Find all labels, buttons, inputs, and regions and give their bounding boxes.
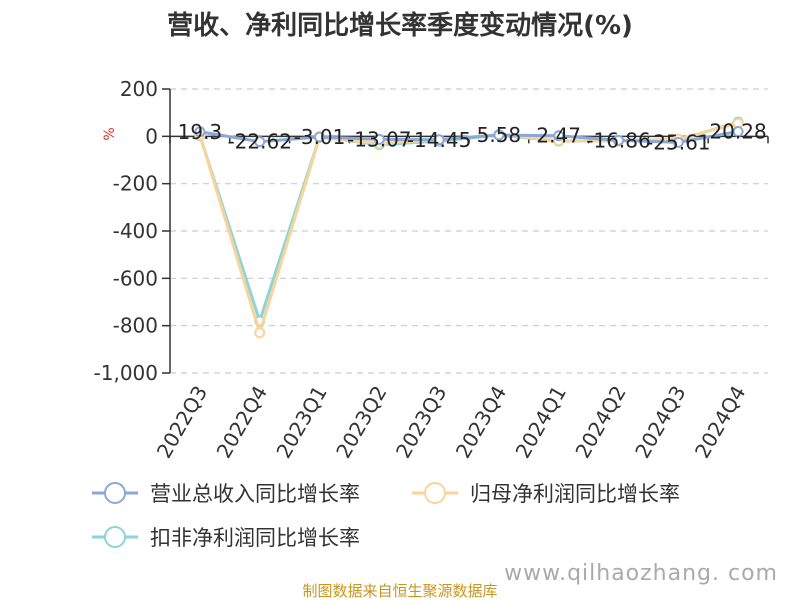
y-tick-label: -400 xyxy=(113,219,158,243)
data-label: -14.45 xyxy=(407,128,471,152)
x-tick-label: 2024Q1 xyxy=(511,382,571,463)
data-labels: 19.3 -22.62 -3.01 -13.07-14.45 5.58 2.47 -16.8… xyxy=(178,120,767,155)
data-point xyxy=(732,126,744,138)
y-unit-label: % xyxy=(102,127,118,140)
x-tick-label: 2023Q3 xyxy=(391,381,451,462)
data-label: 2.47 xyxy=(536,124,581,148)
y-tick-label: -600 xyxy=(113,266,158,290)
x-tick-label: 2023Q1 xyxy=(271,382,331,463)
data-label: 5.58 xyxy=(477,123,522,147)
x-tick-label: 2022Q4 xyxy=(212,382,272,463)
legend-marker xyxy=(424,482,446,504)
data-point xyxy=(314,131,325,143)
x-tick-label: 2022Q3 xyxy=(152,382,212,463)
x-tick-label: 2023Q4 xyxy=(451,382,511,463)
data-point xyxy=(254,136,266,148)
legend-label: 营业总收入同比增长率 xyxy=(150,482,360,506)
watermark: www.qilhaozhang. com xyxy=(504,561,778,586)
series-line xyxy=(199,130,739,144)
data-point xyxy=(373,133,385,145)
data-point xyxy=(433,134,445,146)
legend-label: 归母净利润同比增长率 xyxy=(470,482,680,506)
y-axis: 200 0 -200 -400 -600 -800 -1,000 xyxy=(94,77,171,385)
x-tick-label: 2024Q4 xyxy=(690,382,750,463)
data-label: 19.3 xyxy=(178,120,223,144)
data-point xyxy=(254,327,266,339)
series-layer xyxy=(194,116,744,339)
chart-title: 营收、净利同比增长率季度变动情况(%) xyxy=(167,10,633,41)
data-label: -22.62 xyxy=(227,130,291,154)
data-label: -16.86 xyxy=(586,128,650,152)
data-point xyxy=(493,129,505,141)
legend-marker xyxy=(104,482,126,504)
grid-lines xyxy=(170,88,768,374)
data-point xyxy=(553,130,565,142)
data-label: -3.01 xyxy=(294,125,346,149)
x-tick-label: 2024Q2 xyxy=(570,382,630,463)
source-note: 制图数据来自恒生聚源数据库 xyxy=(302,582,497,600)
data-point xyxy=(613,134,624,146)
x-tick-label: 2024Q3 xyxy=(630,382,690,463)
legend-marker xyxy=(104,526,126,548)
data-label: -13.07 xyxy=(347,127,411,151)
data-point xyxy=(672,136,684,148)
x-tick-label: 2023Q2 xyxy=(331,382,391,463)
y-tick-label: -1,000 xyxy=(94,361,158,385)
data-point xyxy=(194,126,206,138)
x-axis: 2022Q3 2022Q4 2023Q1 2023Q2 2023Q3 2023Q4 2024… xyxy=(152,135,769,463)
series-line xyxy=(198,121,739,335)
y-tick-label: 0 xyxy=(145,124,158,148)
data-label: -25.61 xyxy=(646,130,710,154)
legend-label: 扣非净利润同比增长率 xyxy=(150,526,360,550)
y-tick-label: 200 xyxy=(120,77,158,101)
y-tick-label: -200 xyxy=(113,172,158,196)
y-tick-label: -800 xyxy=(113,314,158,338)
data-label: 20.28 xyxy=(709,120,766,144)
